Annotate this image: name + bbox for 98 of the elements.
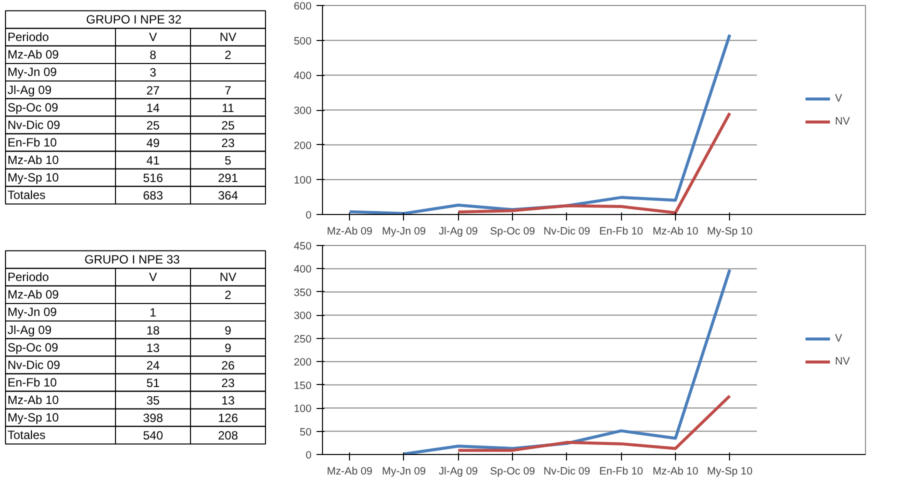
- x-tick-label: Mz-Ab 09: [326, 466, 373, 478]
- data-label: 2: [224, 48, 232, 62]
- category-label: My-Jn 09: [8, 65, 58, 80]
- data-label: 24: [146, 358, 160, 372]
- data-label: 49: [146, 136, 160, 150]
- data-label: 25: [221, 118, 235, 132]
- y-tick-label: 300: [294, 105, 312, 117]
- category-label: My-Sp 10: [8, 170, 60, 185]
- legend-label: NV: [835, 115, 851, 127]
- text: Periodo: [8, 270, 50, 284]
- text: 364: [218, 188, 238, 203]
- data-label: 23: [221, 376, 235, 390]
- y-tick-label: 150: [294, 380, 312, 392]
- data-label: 2: [224, 288, 232, 302]
- data-label: 8: [150, 48, 157, 62]
- category-label: Sp-Oc 09: [8, 100, 59, 114]
- text: 540: [142, 428, 164, 443]
- y-tick-label: 0: [306, 210, 312, 222]
- x-tick-label: Sp-Oc 09: [490, 226, 536, 238]
- y-tick-label: 400: [294, 70, 312, 82]
- line-series: [456, 112, 732, 214]
- text: Totales: [8, 428, 46, 442]
- text: 208: [218, 428, 238, 443]
- data-label: 7: [224, 83, 232, 98]
- y-tick-label: 300: [294, 310, 312, 322]
- y-tick-label: 400: [294, 264, 312, 276]
- category-label: Jl-Ag 09: [8, 82, 52, 97]
- text: NV: [220, 30, 236, 44]
- text: Periodo: [8, 30, 50, 44]
- y-tick-label: 450: [294, 240, 312, 252]
- category-label: Mz-Ab 09: [8, 288, 60, 302]
- y-tick-label: 100: [294, 403, 312, 416]
- legend-label: V: [835, 332, 844, 344]
- data-label: 516: [142, 171, 164, 186]
- category-label: En-Fb 10: [8, 375, 58, 390]
- data-label: 9: [224, 340, 232, 355]
- data-label: 35: [146, 394, 160, 408]
- text: GRUPO I NPE 33: [84, 252, 180, 267]
- x-tick-label: My-Jn 09: [382, 226, 426, 238]
- data-label: 126: [218, 411, 238, 426]
- data-label: 51: [146, 376, 160, 390]
- x-tick-label: Sp-Oc 09: [490, 466, 536, 478]
- y-tick-label: 500: [294, 35, 312, 48]
- x-tick-label: Jl-Ag 09: [438, 226, 478, 238]
- text: 683: [142, 188, 164, 203]
- x-tick-label: Nv-Dic 09: [543, 226, 590, 238]
- text: V: [149, 270, 158, 284]
- category-label: Mz-Ab 10: [8, 393, 60, 408]
- data-label: 27: [146, 83, 160, 98]
- data-label: 26: [221, 358, 235, 372]
- category-label: Sp-Oc 09: [8, 340, 59, 354]
- x-tick-label: My-Sp 10: [706, 226, 753, 238]
- data-label: 291: [218, 171, 238, 186]
- data-label: 41: [146, 154, 160, 168]
- y-tick-label: 350: [294, 286, 312, 299]
- data-label: 9: [224, 323, 232, 338]
- data-label: 18: [146, 323, 160, 338]
- y-tick-label: 600: [294, 0, 312, 12]
- y-tick-label: 250: [294, 333, 312, 346]
- x-tick-label: En-Fb 10: [599, 226, 644, 238]
- y-tick-label: 200: [294, 140, 312, 152]
- data-label: 13: [221, 394, 235, 408]
- y-tick-label: 100: [294, 174, 312, 187]
- y-tick-label: 0: [306, 450, 312, 462]
- data-label: 14: [146, 100, 160, 115]
- x-tick-label: Nv-Dic 09: [543, 466, 590, 478]
- line-series: [456, 394, 732, 452]
- data-label: 3: [150, 66, 157, 80]
- x-tick-label: Jl-Ag 09: [438, 466, 478, 478]
- category-label: Nv-Dic 09: [8, 358, 60, 372]
- text: V: [149, 30, 158, 44]
- category-label: Jl-Ag 09: [8, 322, 52, 337]
- y-tick-label: 200: [294, 356, 312, 369]
- x-tick-label: Mz-Ab 10: [652, 226, 698, 238]
- category-label: En-Fb 10: [8, 135, 58, 150]
- x-tick-label: My-Jn 09: [382, 466, 426, 478]
- legend-label: NV: [835, 355, 851, 367]
- y-tick-label: 50: [300, 426, 312, 438]
- category-label: Mz-Ab 10: [8, 153, 60, 168]
- category-label: My-Sp 10: [8, 410, 60, 425]
- x-tick-label: En-Fb 10: [599, 466, 644, 478]
- category-label: Mz-Ab 09: [8, 48, 60, 62]
- data-label: 11: [222, 100, 235, 115]
- x-tick-label: Mz-Ab 10: [652, 466, 698, 478]
- data-label: 25: [146, 118, 160, 132]
- data-label: 13: [146, 340, 160, 355]
- text: Totales: [8, 188, 46, 202]
- category-label: My-Jn 09: [8, 305, 58, 320]
- data-label: 5: [224, 154, 232, 168]
- legend-label: V: [835, 92, 844, 104]
- data-label: 1: [150, 306, 157, 320]
- category-label: Nv-Dic 09: [8, 118, 60, 132]
- data-label: 398: [142, 411, 164, 426]
- text: GRUPO I NPE 32: [86, 12, 182, 27]
- text: NV: [220, 270, 236, 284]
- data-label: 23: [221, 136, 235, 150]
- x-tick-label: My-Sp 10: [706, 466, 753, 478]
- x-tick-label: Mz-Ab 09: [326, 226, 373, 238]
